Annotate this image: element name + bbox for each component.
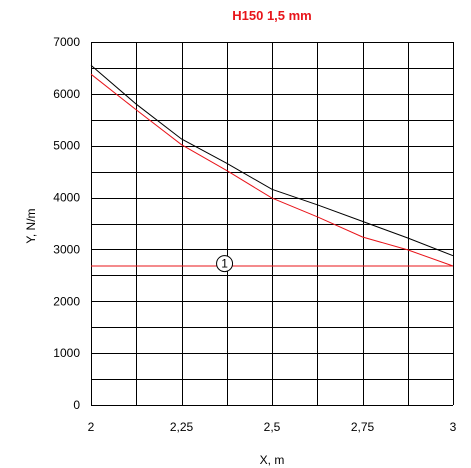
x-tick-label: 3 bbox=[450, 420, 457, 434]
chart-title: H150 1,5 mm bbox=[232, 8, 312, 23]
x-tick-label: 2,5 bbox=[264, 420, 281, 434]
annotation-label: 1 bbox=[221, 257, 228, 271]
annotations: 1 bbox=[216, 255, 234, 273]
y-tick-label: 1000 bbox=[53, 346, 80, 360]
y-tick-label: 2000 bbox=[53, 294, 80, 308]
grid bbox=[91, 42, 454, 406]
y-tick-label: 3000 bbox=[53, 242, 80, 256]
y-tick-label: 0 bbox=[73, 398, 80, 412]
x-axis-label: X, m bbox=[260, 453, 285, 467]
series-line-2 bbox=[90, 73, 454, 267]
x-tick-label: 2 bbox=[88, 420, 95, 434]
tick-labels: 2 2,25 2,5 2,75 3 0 1000 2000 3000 4000 5000 6000 70… bbox=[53, 35, 456, 434]
y-tick-label: 6000 bbox=[53, 87, 80, 101]
y-tick-label: 4000 bbox=[53, 191, 80, 205]
y-axis-label: Y, N/m bbox=[24, 208, 38, 243]
y-tick-label: 7000 bbox=[53, 35, 80, 49]
y-tick-label: 5000 bbox=[53, 139, 80, 153]
x-tick-label: 2,75 bbox=[351, 420, 375, 434]
series-layer bbox=[90, 64, 454, 267]
x-tick-label: 2,25 bbox=[170, 420, 194, 434]
series-line-1 bbox=[90, 64, 454, 257]
annotation-circle bbox=[216, 255, 234, 273]
